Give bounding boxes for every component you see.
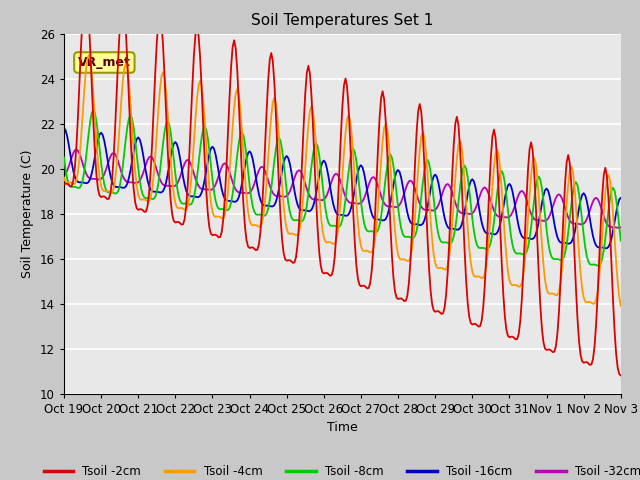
Tsoil -32cm bbox=[165, 183, 173, 189]
Tsoil -2cm bbox=[550, 349, 558, 355]
Tsoil -32cm bbox=[617, 224, 625, 230]
Tsoil -4cm bbox=[550, 291, 558, 297]
Text: VR_met: VR_met bbox=[78, 56, 131, 69]
Tsoil -32cm bbox=[379, 197, 387, 203]
Tsoil -16cm bbox=[76, 180, 83, 185]
Tsoil -4cm bbox=[85, 52, 93, 58]
Tsoil -2cm bbox=[617, 372, 625, 378]
Line: Tsoil -16cm: Tsoil -16cm bbox=[64, 128, 621, 248]
Y-axis label: Soil Temperature (C): Soil Temperature (C) bbox=[21, 149, 35, 278]
Tsoil -16cm bbox=[617, 195, 625, 201]
Tsoil -4cm bbox=[165, 133, 173, 139]
Tsoil -16cm bbox=[396, 169, 403, 175]
Tsoil -32cm bbox=[77, 155, 85, 161]
Tsoil -16cm bbox=[377, 217, 385, 223]
Tsoil -2cm bbox=[76, 80, 83, 85]
Tsoil -16cm bbox=[60, 125, 68, 131]
Line: Tsoil -8cm: Tsoil -8cm bbox=[64, 110, 621, 265]
Tsoil -4cm bbox=[617, 303, 625, 309]
Legend: Tsoil -2cm, Tsoil -4cm, Tsoil -8cm, Tsoil -16cm, Tsoil -32cm: Tsoil -2cm, Tsoil -4cm, Tsoil -8cm, Tsoi… bbox=[39, 461, 640, 480]
Line: Tsoil -4cm: Tsoil -4cm bbox=[64, 55, 621, 306]
Tsoil -8cm bbox=[60, 155, 68, 160]
Tsoil -2cm bbox=[165, 176, 173, 181]
Tsoil -2cm bbox=[379, 88, 387, 94]
Tsoil -8cm bbox=[397, 226, 405, 231]
Tsoil -8cm bbox=[165, 121, 173, 127]
Tsoil -32cm bbox=[616, 225, 623, 230]
Tsoil -16cm bbox=[602, 245, 609, 251]
Tsoil -4cm bbox=[397, 257, 405, 263]
Tsoil -4cm bbox=[410, 232, 417, 238]
Tsoil -16cm bbox=[549, 211, 557, 217]
Tsoil -32cm bbox=[72, 146, 80, 152]
Tsoil -8cm bbox=[550, 256, 558, 262]
Title: Soil Temperatures Set 1: Soil Temperatures Set 1 bbox=[252, 13, 433, 28]
Tsoil -8cm bbox=[617, 238, 625, 243]
Tsoil -8cm bbox=[410, 235, 417, 240]
Tsoil -8cm bbox=[379, 202, 387, 208]
Tsoil -32cm bbox=[60, 172, 68, 178]
Tsoil -32cm bbox=[410, 182, 417, 188]
Tsoil -4cm bbox=[60, 175, 68, 180]
Line: Tsoil -32cm: Tsoil -32cm bbox=[64, 149, 621, 228]
Tsoil -16cm bbox=[164, 172, 172, 178]
Tsoil -8cm bbox=[76, 185, 83, 191]
Tsoil -16cm bbox=[408, 221, 416, 227]
Tsoil -2cm bbox=[397, 296, 405, 301]
Tsoil -8cm bbox=[90, 107, 97, 113]
Tsoil -4cm bbox=[76, 155, 83, 161]
Tsoil -4cm bbox=[379, 139, 387, 144]
Line: Tsoil -2cm: Tsoil -2cm bbox=[64, 0, 621, 375]
Tsoil -2cm bbox=[60, 181, 68, 187]
X-axis label: Time: Time bbox=[327, 421, 358, 434]
Tsoil -32cm bbox=[550, 199, 558, 205]
Tsoil -32cm bbox=[397, 199, 405, 205]
Tsoil -2cm bbox=[410, 194, 417, 200]
Tsoil -8cm bbox=[594, 263, 602, 268]
